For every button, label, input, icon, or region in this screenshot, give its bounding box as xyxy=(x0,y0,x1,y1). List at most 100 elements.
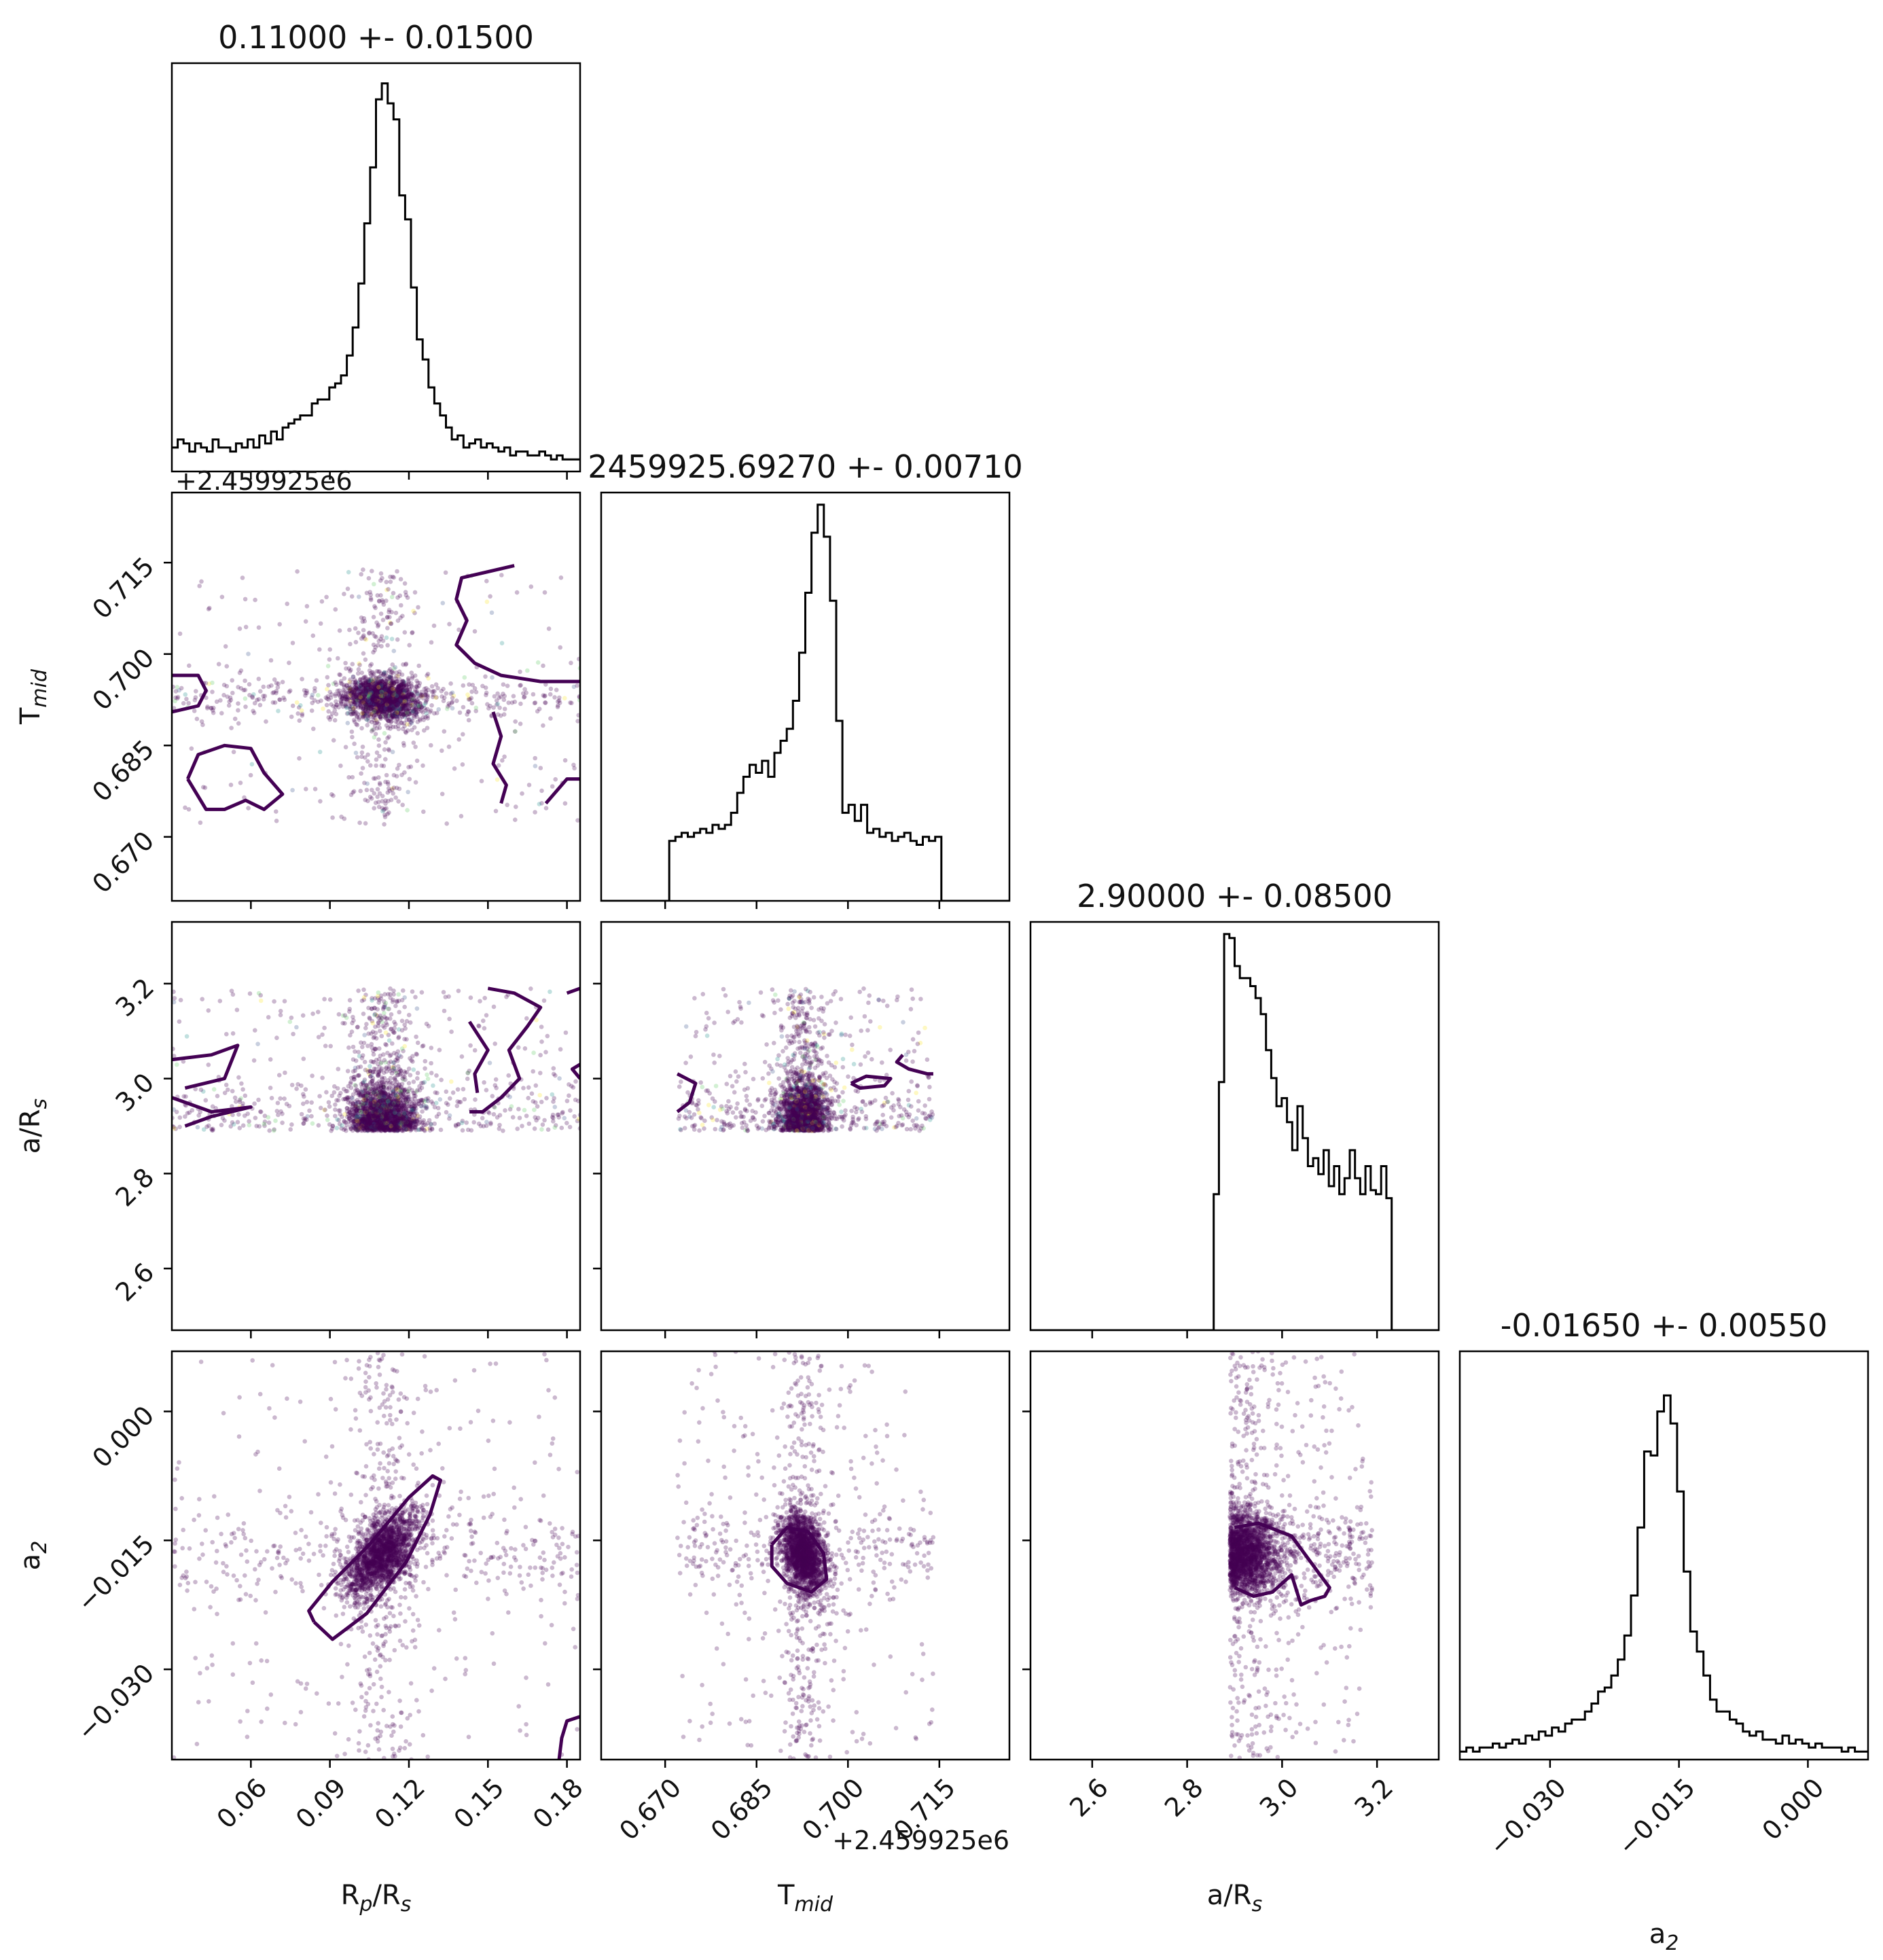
scatter-point xyxy=(401,741,406,746)
scatter-point xyxy=(389,691,394,696)
scatter-point xyxy=(382,806,387,811)
scatter-point xyxy=(363,697,367,702)
scatter-point xyxy=(415,1040,420,1046)
scatter-point xyxy=(391,997,395,1003)
scatter-point xyxy=(382,691,388,696)
scatter-point xyxy=(411,609,416,613)
scatter-point xyxy=(368,696,373,700)
scatter-point xyxy=(449,700,454,705)
scatter-point xyxy=(354,683,359,688)
scatter-point xyxy=(367,692,372,697)
scatter-point xyxy=(348,667,353,673)
scatter-point xyxy=(218,698,223,703)
scatter-point xyxy=(210,680,215,685)
scatter-point xyxy=(387,713,391,718)
scatter-point xyxy=(552,1125,558,1130)
scatter-point xyxy=(397,700,401,705)
scatter-point xyxy=(372,690,376,695)
scatter-point xyxy=(387,719,392,724)
scatter-point xyxy=(369,701,374,707)
scatter-point xyxy=(402,711,407,717)
scatter-point xyxy=(444,1089,449,1094)
scatter-point xyxy=(387,609,391,615)
scatter-point xyxy=(304,688,309,694)
scatter-point xyxy=(401,679,406,684)
scatter-point xyxy=(380,685,386,690)
scatter-point xyxy=(484,1123,489,1128)
scatter-point xyxy=(407,717,412,723)
scatter-point xyxy=(393,693,398,698)
scatter-point xyxy=(397,762,401,768)
scatter-point xyxy=(297,756,302,761)
scatter-point xyxy=(344,683,349,688)
scatter-point xyxy=(391,702,395,707)
scatter-point xyxy=(381,698,386,703)
scatter-point xyxy=(390,697,395,702)
scatter-point xyxy=(204,695,209,700)
scatter-point xyxy=(243,678,247,683)
scatter-point xyxy=(384,688,389,692)
scatter-point xyxy=(359,693,365,698)
scatter-point xyxy=(378,679,383,684)
scatter-layer xyxy=(172,567,1374,1760)
scatter-point xyxy=(414,710,419,715)
scatter-point xyxy=(408,702,414,707)
scatter-point xyxy=(334,1126,340,1130)
scatter-point xyxy=(558,575,564,580)
scatter-point xyxy=(439,689,444,694)
scatter-point xyxy=(377,698,382,703)
scatter-point xyxy=(423,689,429,694)
scatter-point xyxy=(357,715,362,720)
scatter-point xyxy=(416,605,420,610)
scatter-point xyxy=(369,711,374,717)
scatter-point xyxy=(329,714,334,719)
scatter-point xyxy=(389,688,394,694)
scatter-point xyxy=(414,698,420,703)
scatter-point xyxy=(303,693,308,698)
scatter-point xyxy=(376,705,382,710)
scatter-point xyxy=(322,997,327,1001)
scatter-point xyxy=(382,731,387,736)
scatter-point xyxy=(350,692,355,698)
scatter-point xyxy=(374,693,379,698)
scatter-point xyxy=(399,682,404,687)
scatter-point xyxy=(369,677,374,682)
scatter-point xyxy=(444,1101,449,1105)
scatter-point xyxy=(374,685,379,690)
scatter-point xyxy=(374,710,379,715)
scatter-point xyxy=(368,688,373,692)
scatter-point xyxy=(355,695,360,700)
scatter-point xyxy=(351,690,357,694)
scatter-point xyxy=(357,685,362,690)
scatter-point xyxy=(359,700,363,705)
scatter-point xyxy=(334,702,339,707)
scatter-point xyxy=(374,675,379,680)
scatter-point xyxy=(378,694,383,698)
scatter-point xyxy=(568,700,573,705)
scatter-point xyxy=(548,686,554,692)
scatter-point xyxy=(230,678,235,683)
scatter-point xyxy=(389,680,394,685)
scatter-point xyxy=(389,692,394,696)
scatter-point xyxy=(372,685,377,690)
scatter-point xyxy=(425,1072,429,1077)
scatter-point xyxy=(342,689,347,694)
scatter-point xyxy=(415,1076,420,1081)
scatter-point xyxy=(299,1111,304,1117)
scatter-point xyxy=(395,687,399,692)
scatter-point xyxy=(361,567,365,572)
scatter-point xyxy=(374,686,379,692)
scatter-point xyxy=(385,696,391,701)
scatter-point xyxy=(395,712,400,717)
scatter-point xyxy=(395,684,401,689)
scatter-point xyxy=(355,712,361,717)
scatter-point xyxy=(396,683,401,689)
scatter-point xyxy=(414,684,419,690)
scatter-point xyxy=(276,1073,282,1077)
scatter-point xyxy=(389,690,394,694)
scatter-point xyxy=(270,700,276,705)
scatter-point xyxy=(366,689,372,694)
scatter-point xyxy=(374,681,380,687)
scatter-point xyxy=(386,719,391,724)
scatter-point xyxy=(406,684,412,690)
